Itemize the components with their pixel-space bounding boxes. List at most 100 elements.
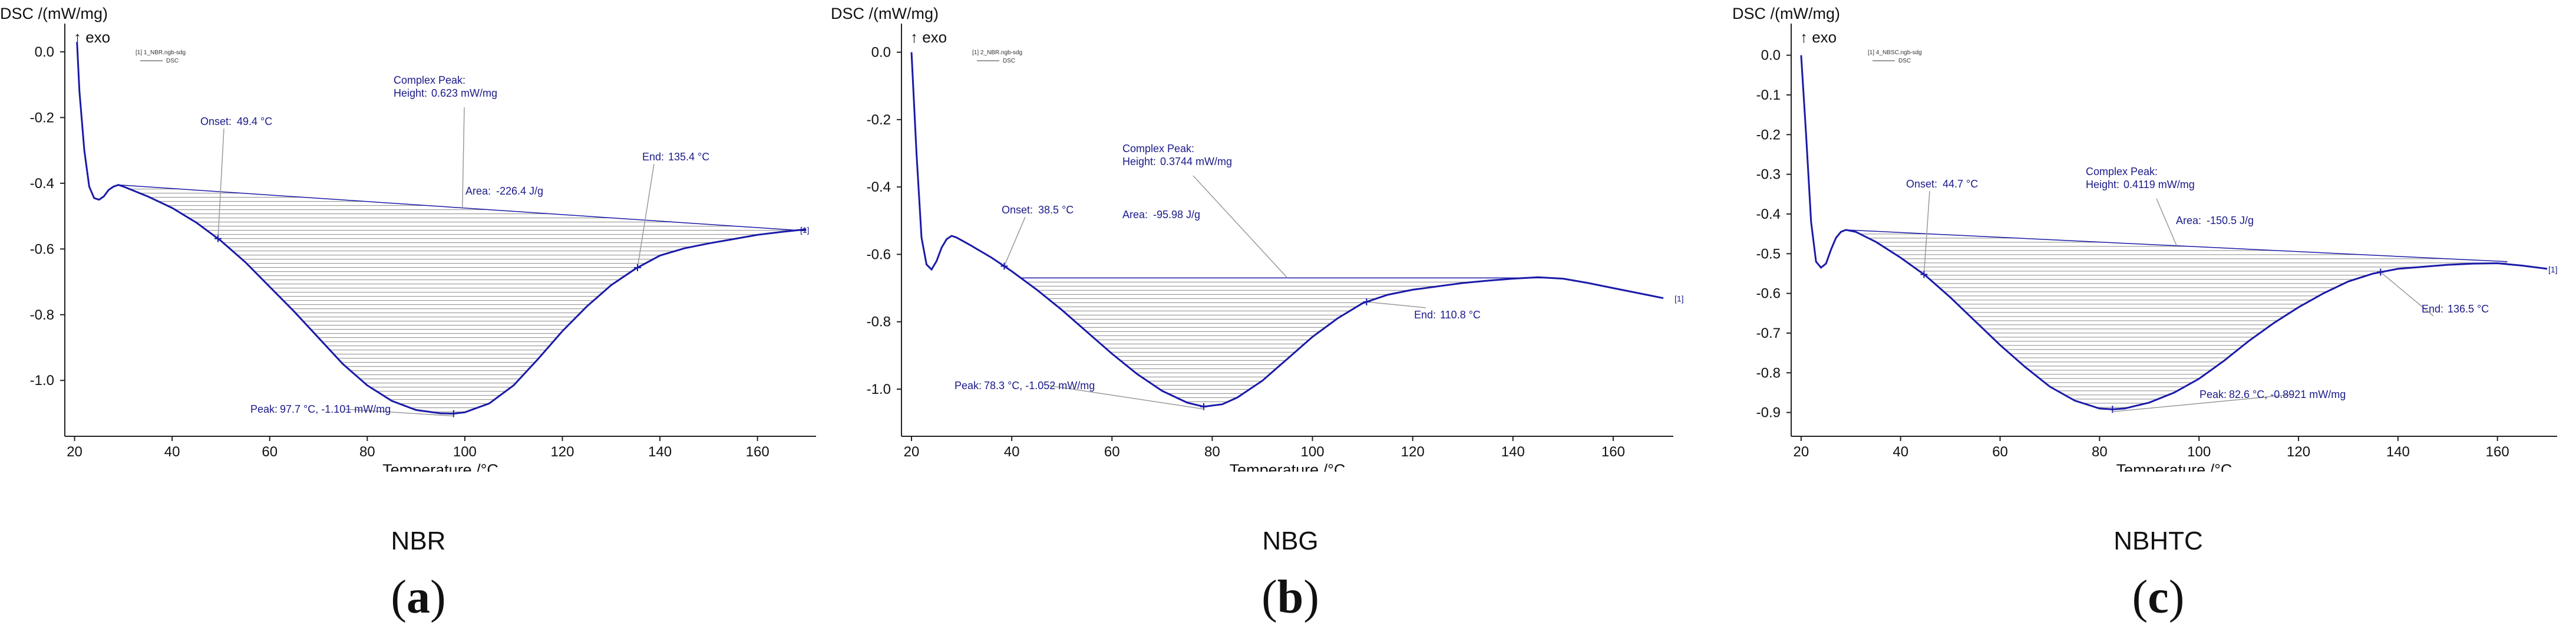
- series-tag: [1]: [1675, 294, 1684, 304]
- x-axis-label: Temperature /°C: [2116, 461, 2232, 472]
- x-tick-label: 120: [550, 444, 574, 460]
- panel-letter-value: c: [2148, 571, 2169, 623]
- end-value: 135.4 °C: [668, 151, 709, 163]
- y-tick-label: -0.4: [867, 179, 891, 195]
- x-tick-label: 20: [1794, 444, 1809, 460]
- x-tick-label: 40: [1893, 444, 1908, 460]
- series-tag: [1]: [2548, 265, 2558, 274]
- y-tick-label: -0.6: [30, 241, 54, 257]
- x-tick-label: 40: [1004, 444, 1020, 460]
- complex-peak-height-value: 0.4119 mW/mg: [2123, 179, 2195, 190]
- y-tick-label: -0.8: [30, 307, 54, 323]
- peak-value: 82.6 °C, -0.8921 mW/mg: [2229, 389, 2346, 400]
- panel-letter: (b): [1261, 571, 1319, 623]
- complex-peak-height-label: Height:: [1122, 156, 1156, 167]
- end-label: End:: [1414, 309, 1436, 321]
- y-tick-label: -0.2: [1756, 127, 1781, 143]
- legend-file: [1] 2_NBR.ngb-sdg: [972, 50, 1022, 56]
- dsc-curve: [910, 52, 1664, 408]
- onset-leader: [1923, 190, 1930, 275]
- x-tick-label: 80: [1204, 444, 1220, 460]
- panel-letter: (c): [2132, 571, 2185, 623]
- exo-label: ↑ exo: [910, 28, 947, 46]
- x-tick-label: 100: [2187, 444, 2211, 460]
- area-value: -226.4 J/g: [496, 185, 543, 197]
- x-tick-label: 140: [648, 444, 672, 460]
- panel-nbg: 0.0 -0.2 -0.4 -0.6 -0.8 -1.0 20 40 60 80 100 120 140…: [831, 0, 1691, 635]
- panel-nbhtc: 0.0 -0.1 -0.2 -0.3 -0.4 -0.5 -0.6 -0.7 -0.8 -0.9 2…: [1732, 0, 2576, 635]
- x-tick-label: 60: [1104, 444, 1120, 460]
- complex-peak-height-value: 0.623 mW/mg: [431, 87, 497, 99]
- onset-label: Onset:: [200, 116, 232, 127]
- panel-label: NBHTC: [2113, 527, 2203, 555]
- y-tick-label: -0.9: [1756, 405, 1781, 421]
- y-axis-label: DSC /(mW/mg): [831, 5, 939, 22]
- peak-leader: [344, 409, 454, 417]
- y-axis-label: DSC /(mW/mg): [0, 5, 108, 22]
- y-tick-label: -0.6: [1756, 286, 1781, 302]
- panel-label: NBG: [1262, 527, 1319, 555]
- end-label: End:: [642, 151, 664, 163]
- x-tick-label: 20: [67, 444, 82, 460]
- y-tick-label: 0.0: [1761, 48, 1781, 64]
- dsc-chart-nbhtc: 0.0 -0.1 -0.2 -0.3 -0.4 -0.5 -0.6 -0.7 -0.8 -0.9 2…: [1732, 5, 2558, 479]
- y-axis-label: DSC /(mW/mg): [1732, 5, 1840, 22]
- dsc-chart-nbr: 0.0 -0.2 -0.4 -0.6 -0.8 -1.0 20 40 60 80 100 120 140…: [0, 5, 816, 479]
- x-tick-label: 20: [904, 444, 920, 460]
- x-tick-label: 100: [453, 444, 477, 460]
- end-label: End:: [2422, 303, 2443, 315]
- legend-file: [1] 4_NBSC.ngb-sdg: [1868, 50, 1922, 56]
- y-tick-label: -0.5: [1756, 246, 1781, 262]
- complex-peak-leader: [462, 107, 465, 208]
- panel-letter: (a): [391, 571, 446, 623]
- onset-value: 38.5 °C: [1038, 204, 1074, 216]
- complex-peak-leader: [1193, 175, 1288, 278]
- dsc-chart-nbg: 0.0 -0.2 -0.4 -0.6 -0.8 -1.0 20 40 60 80 100 120 140…: [831, 5, 1684, 479]
- x-tick-label: 160: [746, 444, 770, 460]
- area-label: Area:: [465, 185, 491, 197]
- y-tick-label: -0.2: [30, 110, 54, 126]
- onset-label: Onset:: [1002, 204, 1033, 216]
- x-tick-label: 160: [1601, 444, 1625, 460]
- onset-value: 49.4 °C: [237, 116, 272, 127]
- legend-series: DSC: [166, 58, 179, 64]
- area-label: Area:: [2176, 215, 2201, 226]
- y-tick-label: -0.3: [1756, 167, 1781, 183]
- end-leader: [1366, 301, 1426, 308]
- complex-peak-height-label: Height:: [394, 87, 427, 99]
- y-tick-label: -0.7: [1756, 325, 1781, 341]
- onset-label: Onset:: [1906, 178, 1937, 190]
- x-tick-label: 80: [359, 444, 375, 460]
- end-value: 136.5 °C: [2448, 303, 2489, 315]
- dsc-curve: [1800, 55, 2548, 410]
- end-leader: [2380, 271, 2434, 317]
- area-value: -150.5 J/g: [2207, 215, 2254, 226]
- x-axis-label: Temperature /°C: [382, 461, 498, 472]
- legend-series: DSC: [1898, 58, 1911, 64]
- exo-label: ↑ exo: [1800, 28, 1837, 46]
- complex-peak-height-label: Height:: [2086, 179, 2119, 190]
- exo-label: ↑ exo: [74, 28, 110, 46]
- peak-leader: [2112, 394, 2294, 413]
- y-tick-label: -1.0: [30, 373, 54, 389]
- y-tick-label: -0.1: [1756, 87, 1781, 103]
- x-tick-label: 140: [2386, 444, 2410, 460]
- panel-letter-value: a: [407, 571, 430, 623]
- legend-file: [1] 1_NBR.ngb-sdg: [136, 50, 186, 56]
- x-tick-label: 160: [2486, 444, 2509, 460]
- peak-label: Peak:: [2199, 389, 2227, 400]
- end-leader: [637, 163, 655, 268]
- peak-label: Peak:: [955, 380, 982, 391]
- area-value: -95.98 J/g: [1153, 209, 1200, 221]
- dsc-curve: [76, 42, 807, 415]
- complex-peak-height-value: 0.3744 mW/mg: [1160, 156, 1232, 167]
- panel-label: NBR: [391, 527, 446, 555]
- y-tick-label: 0.0: [35, 44, 54, 60]
- y-tick-label: -1.0: [867, 381, 891, 397]
- x-tick-label: 140: [1501, 444, 1525, 460]
- y-tick-label: -0.8: [867, 314, 891, 330]
- x-tick-label: 120: [2287, 444, 2310, 460]
- panel-nbr: 0.0 -0.2 -0.4 -0.6 -0.8 -1.0 20 40 60 80 100 120 140…: [0, 0, 848, 635]
- complex-peak-title: Complex Peak:: [394, 74, 465, 86]
